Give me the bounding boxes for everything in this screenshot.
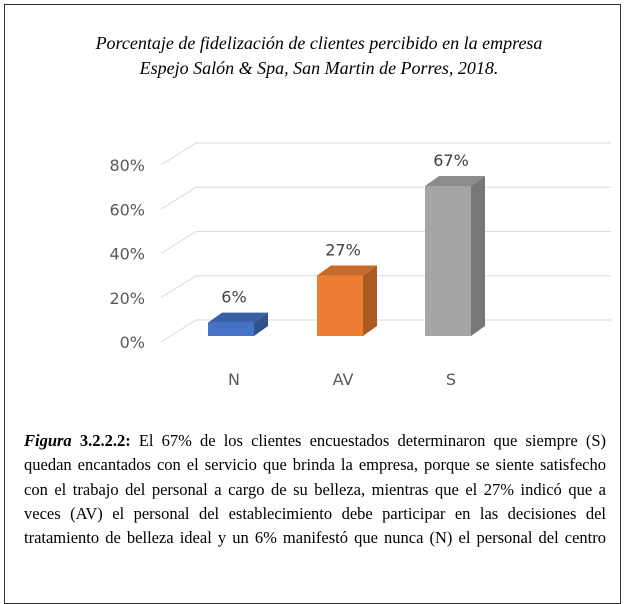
bar-top (317, 265, 377, 276)
chart-title: Espejo Salón & Spa, San Martin de Porres… (139, 58, 499, 78)
caption-label: Figura (24, 431, 72, 450)
bar (208, 322, 254, 336)
y-tick-label: 80% (109, 156, 145, 175)
grid-line (160, 186, 611, 210)
caption-text: El 67% de los clientes encuestados deter… (24, 431, 607, 548)
bar-side (471, 176, 485, 336)
grid-line (160, 142, 611, 166)
bar-side (254, 312, 268, 336)
caption-number: 3.2.2.2: (79, 431, 131, 450)
bar-top (208, 312, 268, 323)
caption: Figura 3.2.2.2: El 67% de los clientes e… (24, 429, 606, 550)
value-label: 27% (325, 241, 361, 260)
chart-title: Porcentaje de fidelización de clientes p… (95, 33, 543, 53)
value-label: 67% (433, 151, 469, 170)
x-tick-label: N (228, 370, 240, 389)
bar (425, 186, 471, 336)
y-tick-label: 60% (109, 200, 145, 219)
bar-side (363, 265, 377, 336)
value-label: 6% (221, 288, 246, 307)
chart: Porcentaje de fidelización de clientes p… (95, 33, 611, 389)
bar-top (425, 176, 485, 186)
grid-line (160, 231, 611, 254)
figure-frame: Porcentaje de fidelización de clientes p… (4, 4, 621, 604)
y-tick-label: 0% (120, 333, 145, 352)
y-tick-label: 20% (109, 289, 145, 308)
y-tick-label: 40% (109, 245, 145, 264)
bar (317, 275, 363, 336)
x-tick-label: S (446, 370, 456, 389)
x-tick-label: AV (333, 370, 354, 389)
